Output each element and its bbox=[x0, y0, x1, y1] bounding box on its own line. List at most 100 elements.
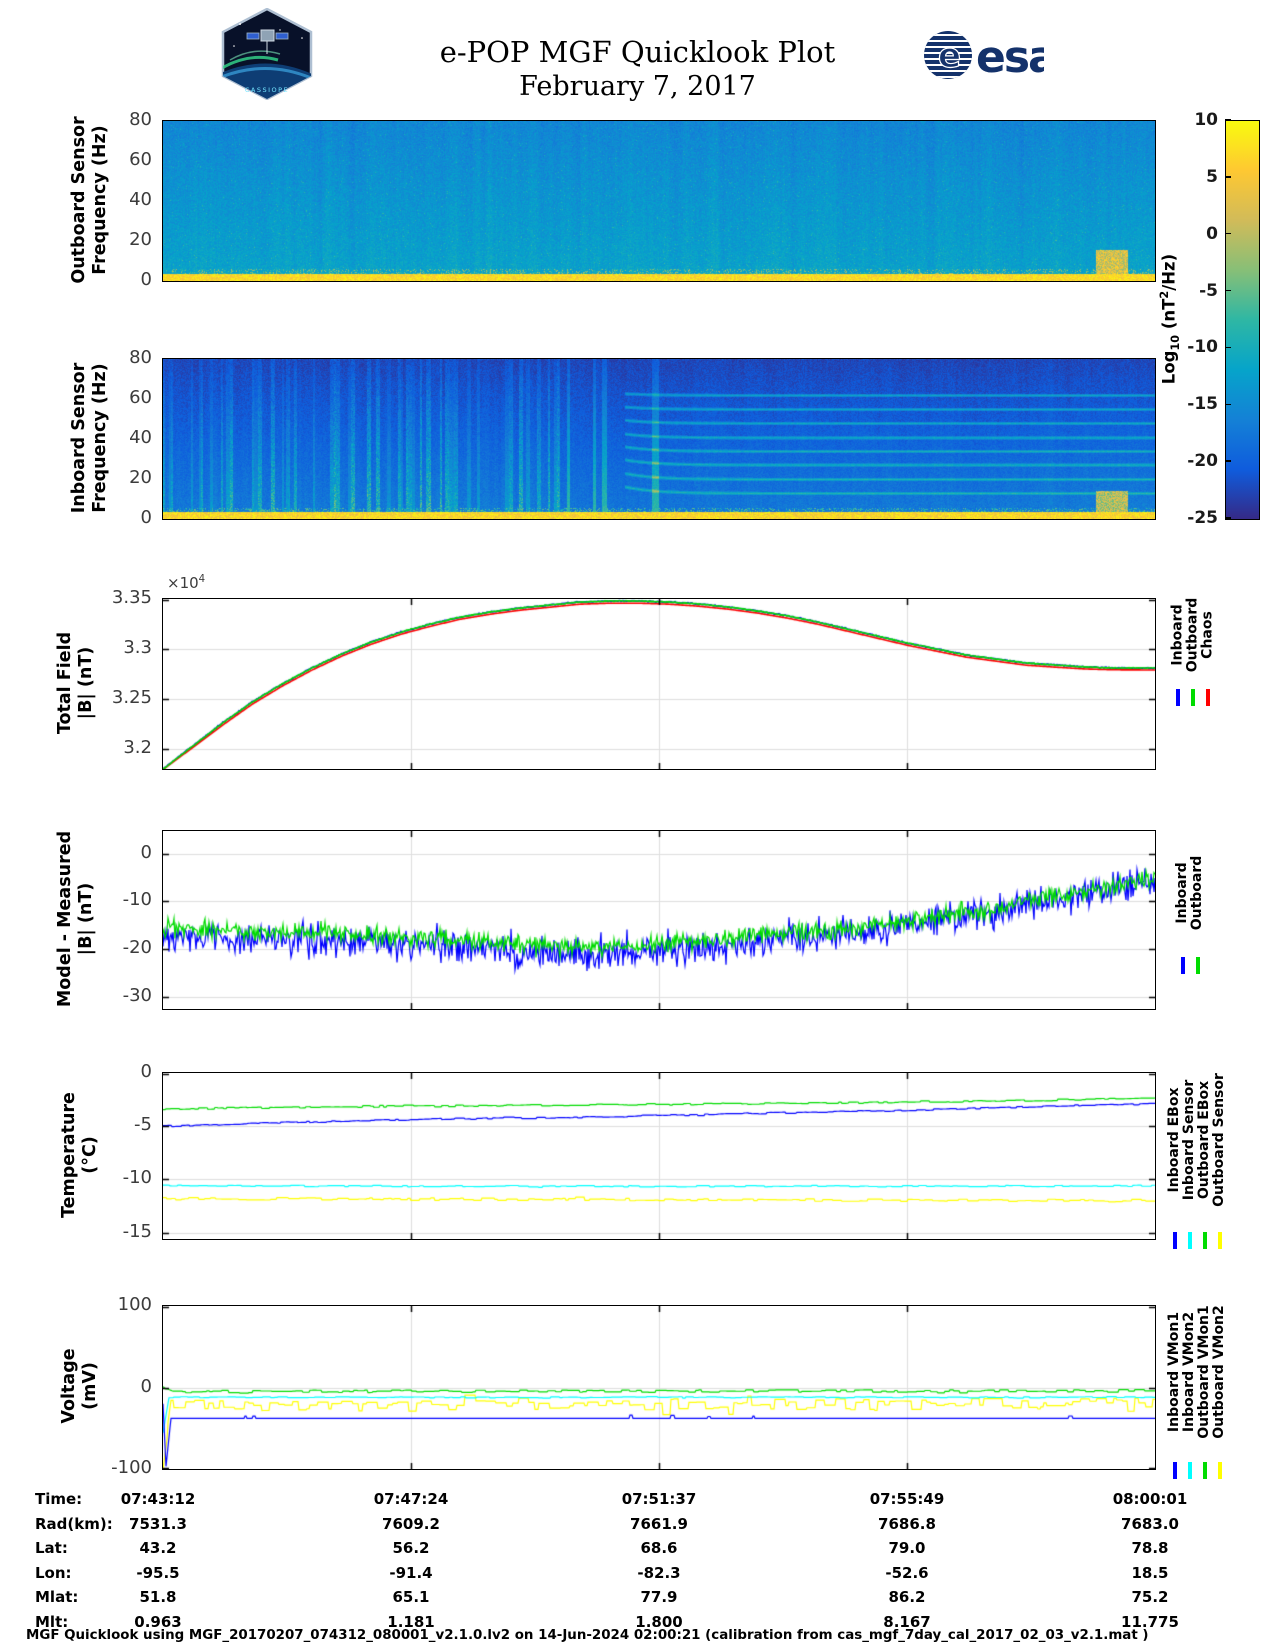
y-tick-label: 0 bbox=[140, 507, 152, 528]
table-cell: 65.1 bbox=[392, 1588, 430, 1607]
table-cell: 51.8 bbox=[139, 1588, 177, 1607]
page-date: February 7, 2017 bbox=[519, 71, 756, 102]
colorbar-tick-label: -25 bbox=[1187, 508, 1218, 528]
colorbar-label: Log10 (nT2/Hz) bbox=[1158, 253, 1182, 385]
legend-label: Inboard VMon1 bbox=[1166, 1311, 1182, 1433]
outboard-spectrogram-plot bbox=[162, 120, 1156, 282]
temperature-canvas bbox=[163, 1073, 1155, 1239]
model-measured-canvas bbox=[163, 831, 1155, 1009]
legend-label: Inboard Sensor bbox=[1181, 1079, 1197, 1201]
total-field-plot bbox=[162, 598, 1156, 770]
table-row-label: Lat: bbox=[35, 1539, 68, 1558]
footer-text: MGF Quicklook using MGF_20170207_074312_… bbox=[26, 1628, 1149, 1643]
y-tick-label: 20 bbox=[129, 467, 152, 488]
legend-temperature: Inboard EBox Inboard Sensor Outboard EBox O… bbox=[1166, 1073, 1227, 1207]
y-tick-label: 80 bbox=[129, 347, 152, 368]
y-tick-label: 60 bbox=[129, 149, 152, 170]
legend-marker bbox=[1187, 1232, 1192, 1249]
colorbar-tick-label: 10 bbox=[1194, 110, 1218, 130]
table-row-label: Mlt: bbox=[35, 1613, 69, 1631]
esa-globe-e-glyph: e bbox=[938, 36, 961, 76]
table-cell: 79.0 bbox=[888, 1539, 926, 1558]
y-tick-label: 20 bbox=[129, 229, 152, 250]
y-tick-label: -10 bbox=[122, 1167, 152, 1189]
table-row-label: Time: bbox=[35, 1490, 83, 1508]
colorbar-tick-label: -5 bbox=[1199, 280, 1218, 301]
legend-marker bbox=[1217, 1232, 1222, 1249]
y-tick-label: 0 bbox=[140, 1375, 152, 1397]
page-title: e-POP MGF Quicklook Plot bbox=[439, 35, 836, 69]
legend-marker bbox=[1202, 1232, 1207, 1249]
legend-marker bbox=[1180, 957, 1185, 974]
legend-marker bbox=[1202, 1462, 1207, 1479]
colorbar-tick-label: -20 bbox=[1187, 451, 1218, 472]
y-tick-label: 100 bbox=[117, 1294, 152, 1315]
table-cell: 1.181 bbox=[387, 1613, 435, 1631]
y-axis-label-total-field: Total Field |B| (nT) bbox=[55, 631, 96, 735]
y-axis-label-voltage: Voltage (mV) bbox=[59, 1348, 100, 1424]
y-axis-label-temperature: Temperature (°C) bbox=[59, 1092, 100, 1218]
cassiope-mission-patch-icon: CASSIOPE bbox=[221, 8, 313, 100]
y-tick-label: 60 bbox=[129, 387, 152, 408]
y-tick-label: 0 bbox=[140, 269, 152, 290]
legend-label: Outboard EBox bbox=[1196, 1080, 1212, 1200]
colorbar-tick-mark bbox=[1225, 232, 1231, 235]
voltage-canvas bbox=[163, 1306, 1155, 1469]
inboard-spectrogram-canvas bbox=[163, 359, 1155, 519]
table-cell: 07:55:49 bbox=[869, 1490, 945, 1508]
y-tick-label: -30 bbox=[122, 984, 152, 1006]
table-cell: 7683.0 bbox=[1121, 1514, 1179, 1533]
y-tick-label: 40 bbox=[129, 427, 152, 448]
colorbar-tick-mark bbox=[1225, 346, 1231, 349]
colorbar-tick-label: 5 bbox=[1206, 166, 1218, 187]
page-header: e-POP MGF Quicklook Plot February 7, 201… bbox=[0, 34, 1275, 104]
colorbar bbox=[1225, 120, 1260, 520]
colorbar-tick-label: -10 bbox=[1187, 337, 1218, 358]
y-axis-label-model-measured: Model - Measured |B| (nT) bbox=[55, 830, 96, 1008]
y-tick-label: -10 bbox=[122, 889, 152, 911]
model-measured-plot bbox=[162, 830, 1156, 1010]
voltage-plot bbox=[162, 1305, 1156, 1470]
legend-marker bbox=[1191, 689, 1195, 706]
table-cell: -82.3 bbox=[637, 1563, 681, 1582]
colorbar-tick-mark bbox=[1225, 517, 1231, 519]
inboard-spectrogram-plot bbox=[162, 358, 1156, 520]
legend-marker bbox=[1195, 957, 1200, 974]
legend-label: Outboard VMon1 bbox=[1196, 1305, 1212, 1439]
table-cell: 7661.9 bbox=[630, 1514, 688, 1533]
y-tick-label: 3.2 bbox=[123, 737, 152, 758]
esa-logo-icon: e esa bbox=[924, 31, 1044, 82]
table-cell: 0.963 bbox=[134, 1613, 182, 1631]
legend-label: Chaos bbox=[1199, 611, 1216, 659]
y-tick-label: -100 bbox=[111, 1457, 152, 1478]
legend-label: Outboard VMon2 bbox=[1211, 1305, 1227, 1439]
table-cell: 07:43:12 bbox=[120, 1490, 196, 1508]
legend-label: Inboard EBox bbox=[1166, 1087, 1182, 1193]
legend-label: Outboard bbox=[1189, 855, 1205, 931]
outboard-spectrogram-canvas bbox=[163, 121, 1155, 281]
table-cell: 18.5 bbox=[1131, 1563, 1169, 1582]
legend-marker bbox=[1176, 689, 1180, 706]
colorbar-tick-label: -15 bbox=[1187, 394, 1218, 415]
y-tick-label: 3.3 bbox=[123, 637, 152, 658]
colorbar-tick-mark bbox=[1225, 176, 1231, 178]
table-cell: 43.2 bbox=[139, 1539, 177, 1558]
legend-marker bbox=[1217, 1462, 1222, 1479]
colorbar-tick-mark bbox=[1225, 403, 1231, 406]
table-cell: 11.775 bbox=[1121, 1613, 1179, 1631]
legend-voltage: Inboard VMon1 Inboard VMon2 Outboard VMon1… bbox=[1166, 1305, 1227, 1439]
y-tick-label: -20 bbox=[122, 937, 152, 959]
table-cell: 75.2 bbox=[1131, 1588, 1169, 1607]
table-cell: 56.2 bbox=[392, 1539, 430, 1558]
total-field-canvas bbox=[163, 599, 1155, 769]
legend-label: Inboard bbox=[1174, 862, 1190, 924]
legend-marker bbox=[1172, 1462, 1177, 1479]
total-field-axis-exponent: ×104 bbox=[167, 574, 206, 592]
table-cell: 78.8 bbox=[1131, 1539, 1169, 1558]
legend-label: Inboard VMon2 bbox=[1181, 1311, 1197, 1433]
table-cell: -91.4 bbox=[389, 1563, 433, 1582]
table-cell: 7531.3 bbox=[129, 1514, 187, 1533]
colorbar-tick-mark bbox=[1225, 460, 1231, 462]
table-row-label: Lon: bbox=[35, 1563, 72, 1582]
table-cell: 68.6 bbox=[640, 1539, 678, 1558]
